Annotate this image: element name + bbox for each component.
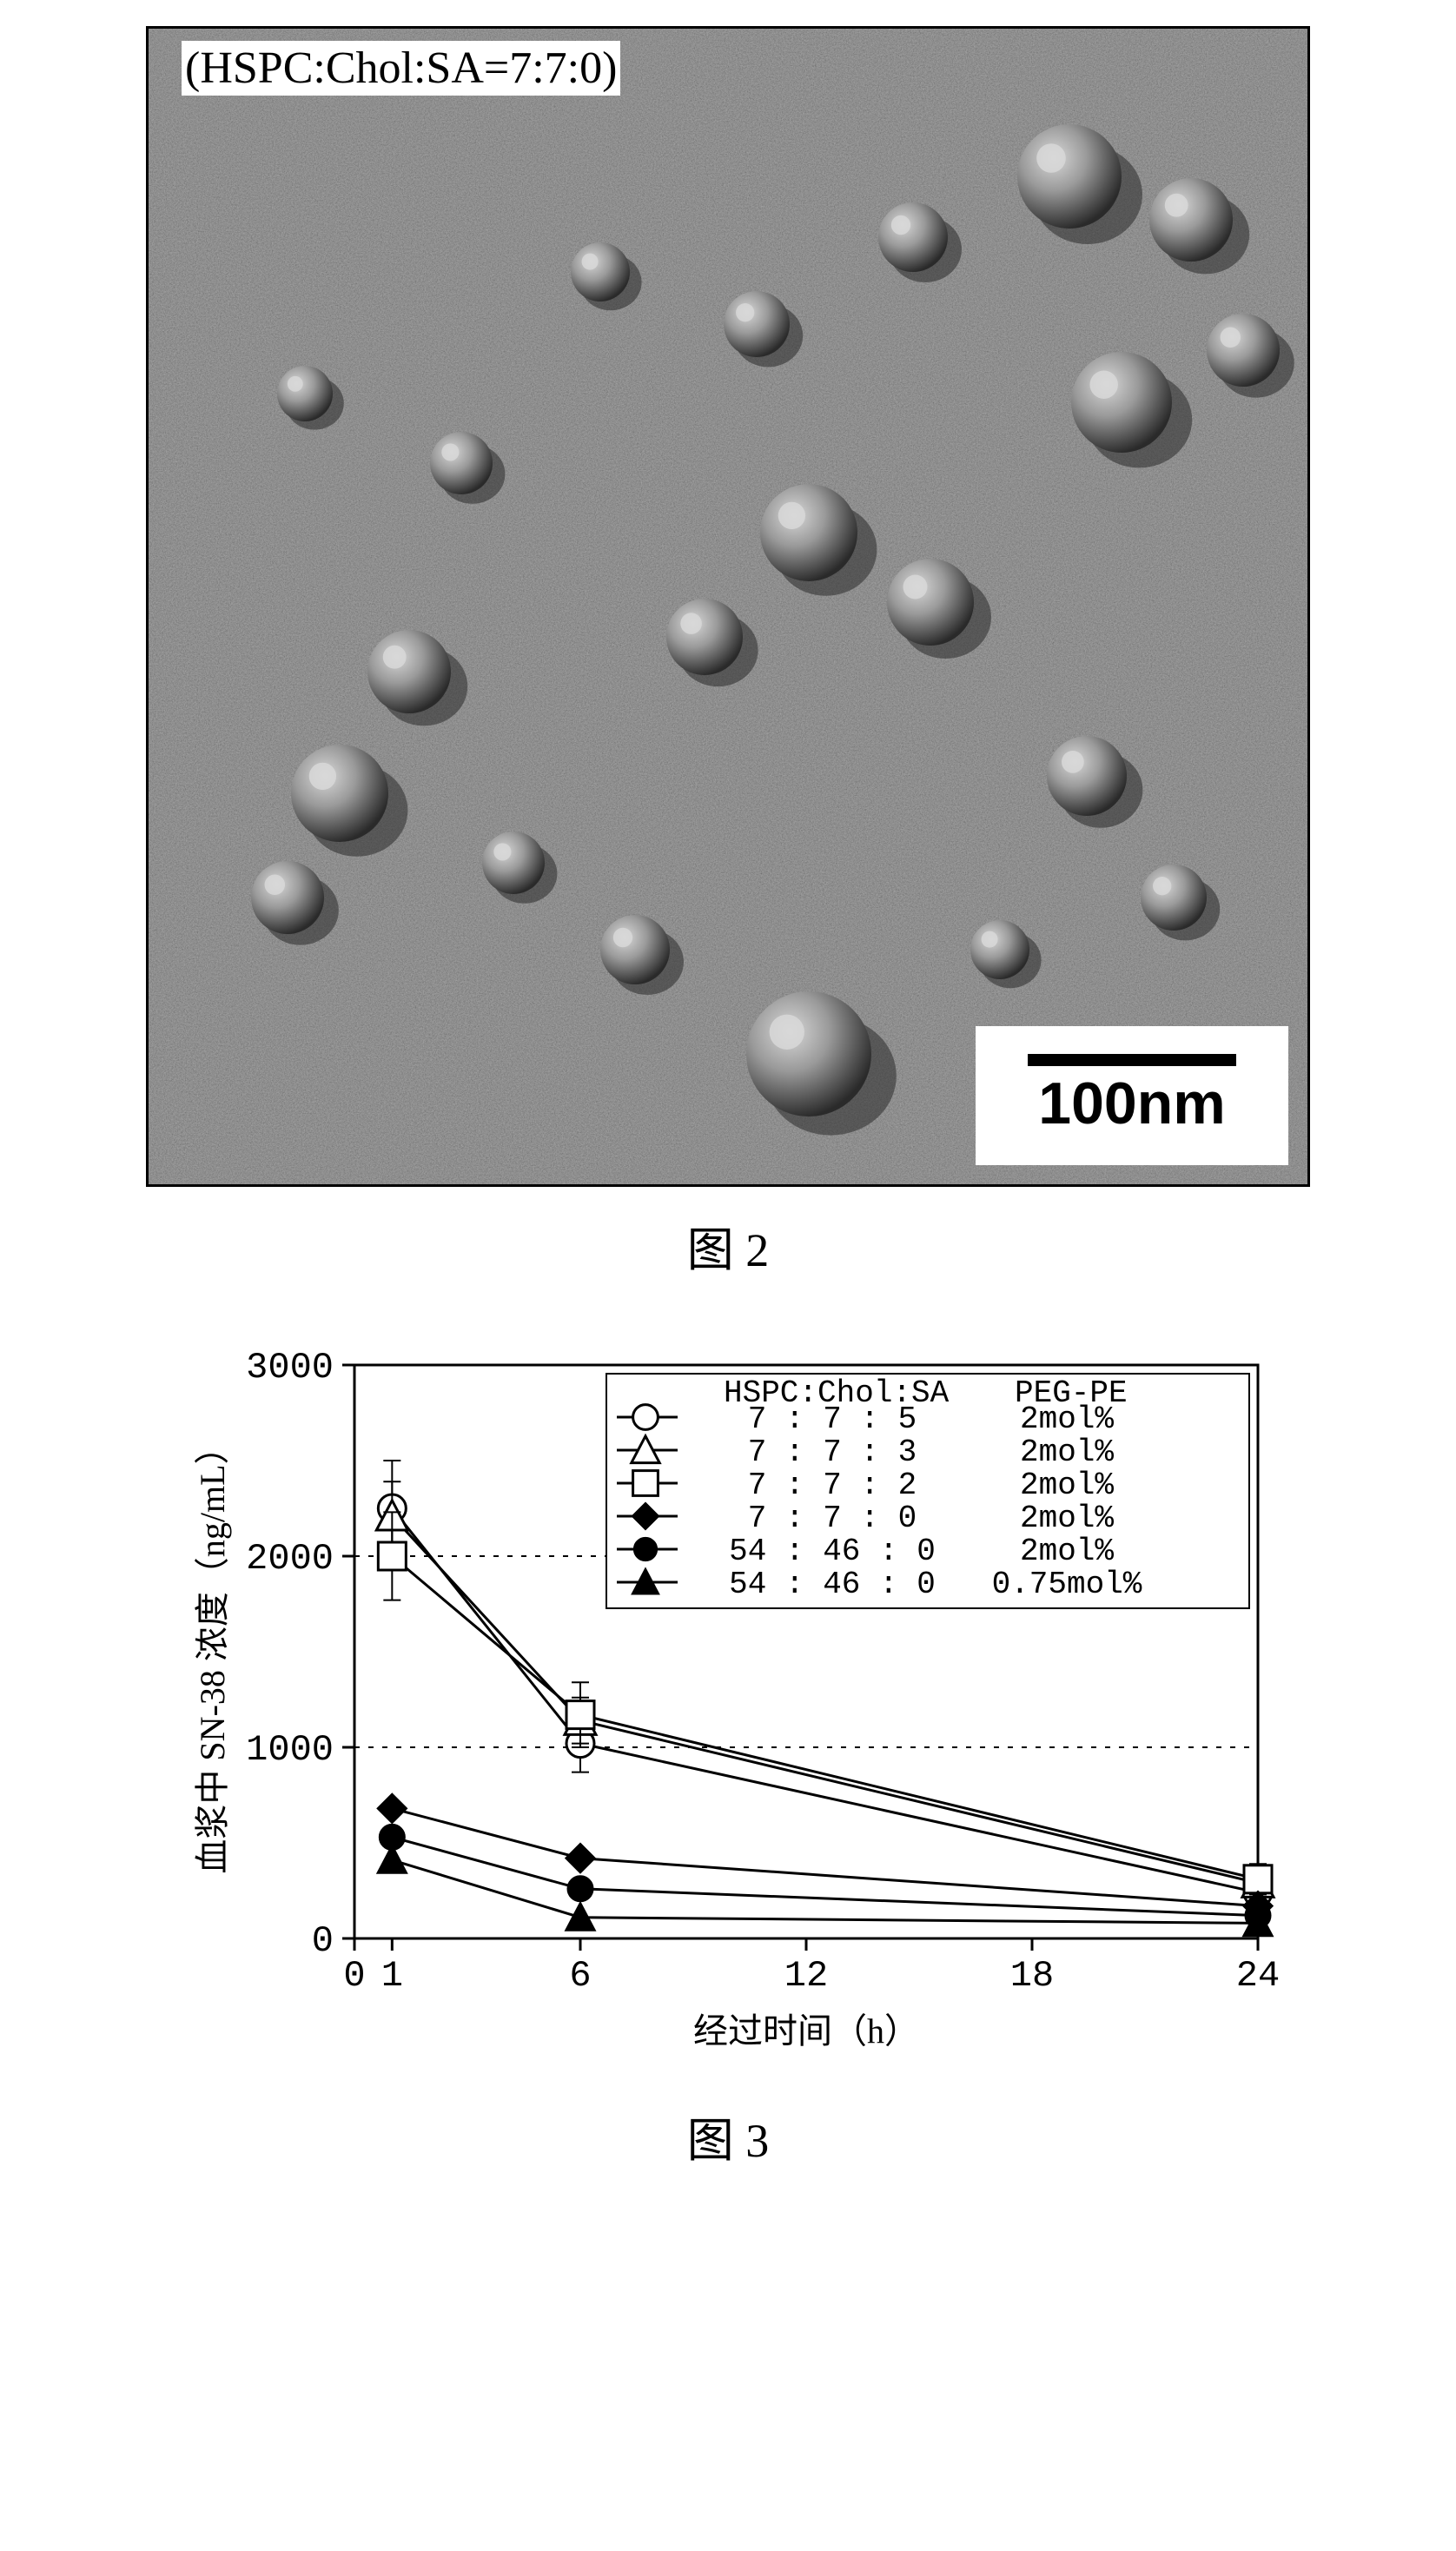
micrograph-frame: (HSPC:Chol:SA=7:7:0) 100nm [146,26,1310,1187]
svg-text:3000: 3000 [246,1347,334,1388]
svg-text:2mol%: 2mol% [1020,1435,1114,1470]
svg-text:54 : 46 : 0: 54 : 46 : 0 [729,1567,936,1602]
svg-text:6: 6 [569,1955,591,1997]
scalebar-line [1028,1054,1236,1066]
svg-text:2mol%: 2mol% [1020,1401,1114,1437]
figure-3: 0100020003000016121824经过时间（h）血浆中 SN-38 浓… [120,1322,1336,2077]
svg-text:1: 1 [381,1955,403,1997]
svg-text:0.75mol%: 0.75mol% [992,1567,1142,1602]
svg-text:0: 0 [312,1920,334,1962]
svg-text:1000: 1000 [246,1729,334,1771]
figure-3-caption: 图 3 [52,2102,1404,2170]
scalebar-label: 100nm [1038,1070,1225,1137]
micrograph-image [149,29,1307,1184]
svg-text:2mol%: 2mol% [1020,1534,1114,1569]
chart: 0100020003000016121824经过时间（h）血浆中 SN-38 浓… [163,1322,1293,2077]
svg-text:7 : 7 : 3: 7 : 7 : 3 [748,1435,917,1470]
svg-text:血浆中 SN-38 浓度（ng/mL）: 血浆中 SN-38 浓度（ng/mL） [193,1429,232,1873]
svg-text:12: 12 [784,1955,828,1997]
micrograph-title: (HSPC:Chol:SA=7:7:0) [182,41,620,96]
svg-text:2mol%: 2mol% [1020,1468,1114,1503]
scalebar: 100nm [976,1026,1288,1165]
svg-text:0: 0 [343,1955,365,1997]
figure-2-caption: 图 2 [52,1211,1404,1280]
svg-text:54 : 46 : 0: 54 : 46 : 0 [729,1534,936,1569]
svg-text:2000: 2000 [246,1538,334,1580]
svg-text:经过时间（h）: 经过时间（h） [693,2011,919,2051]
svg-text:7 : 7 : 2: 7 : 7 : 2 [748,1468,917,1503]
svg-text:7 : 7 : 0: 7 : 7 : 0 [748,1501,917,1536]
svg-text:2mol%: 2mol% [1020,1501,1114,1536]
figure-2: (HSPC:Chol:SA=7:7:0) 100nm [146,26,1310,1187]
svg-text:18: 18 [1010,1955,1054,1997]
svg-text:24: 24 [1236,1955,1280,1997]
svg-text:7 : 7 : 5: 7 : 7 : 5 [748,1401,917,1437]
